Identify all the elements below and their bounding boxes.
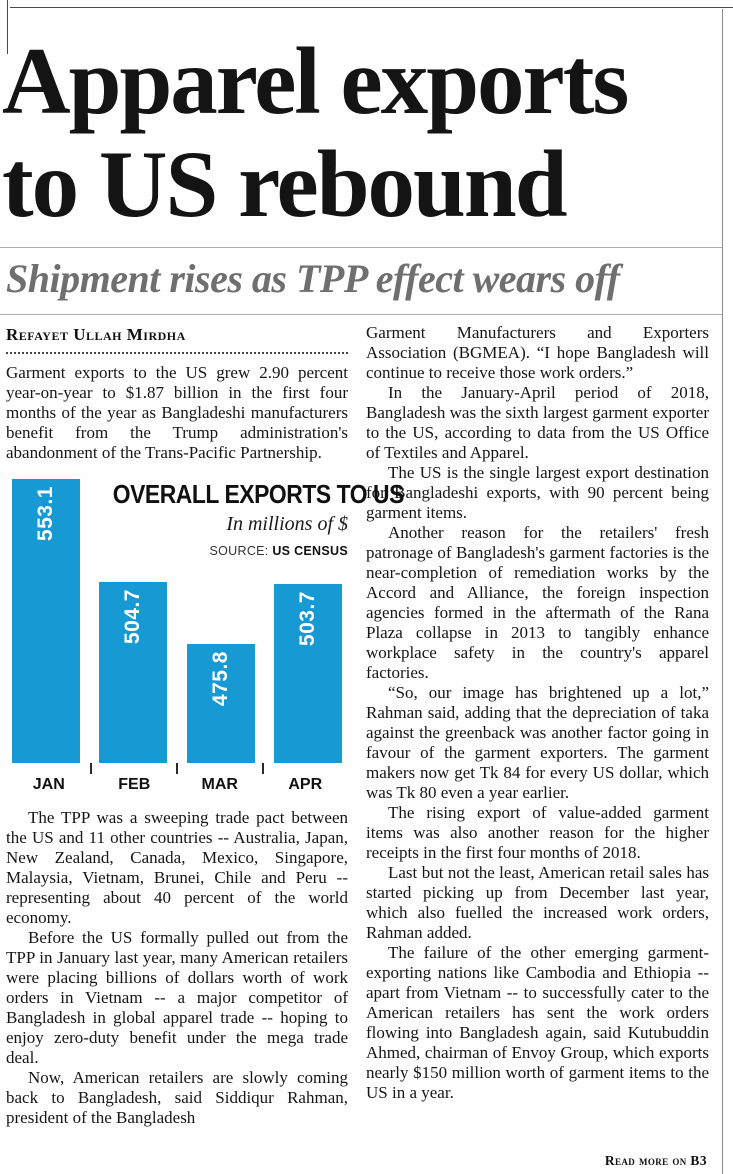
article-paragraph: Another reason for the retailers' fresh … — [366, 523, 709, 683]
exports-bar-chart: OVERALL EXPORTS TO US In millions of $ S… — [6, 479, 405, 794]
byline: Refayet Ullah Mirdha — [6, 325, 186, 345]
right-column-paragraphs: Garment Manufacturers and Exporters Asso… — [366, 323, 709, 1103]
column-divider-rule — [722, 9, 723, 1174]
article-paragraph: In the January-April period of 2018, Ban… — [366, 383, 709, 463]
chart-ticks — [6, 763, 348, 775]
axis-tick-cell — [92, 763, 178, 775]
category-label: FEB — [118, 776, 151, 794]
category-label: MAR — [201, 776, 238, 794]
left-column-paragraphs: The TPP was a sweeping trade pact betwee… — [6, 808, 348, 1128]
chart-subtitle: In millions of $ — [226, 513, 348, 536]
headline-line-2: to US rebound — [2, 130, 568, 237]
lead-paragraph: Garment exports to the US grew 2.90 perc… — [6, 363, 348, 463]
article-paragraph: “So, our image has brightened up a lot,”… — [366, 683, 709, 803]
article-paragraph: The TPP was a sweeping trade pact betwee… — [6, 808, 348, 928]
chart-plot: 553.1 504.7 475.8 503.7 — [6, 479, 348, 764]
read-more-link[interactable]: Read more on B3 — [596, 1153, 707, 1169]
byline-dotted-rule — [6, 352, 348, 355]
bar-value-label: 504.7 — [121, 589, 145, 645]
axis-tick-cell — [6, 763, 92, 775]
bar-value-label: 475.8 — [208, 651, 232, 707]
article-paragraph: Before the US formally pulled out from t… — [6, 928, 348, 1068]
subheadline-divider — [0, 314, 722, 316]
headline-line-1: Apparel exports — [2, 28, 629, 134]
axis-tick-cell — [264, 763, 348, 774]
article-paragraph: The rising export of value-added garment… — [366, 803, 709, 863]
axis-tick-cell — [178, 763, 264, 775]
chart-categories: JAN FEB MAR APR — [6, 774, 348, 794]
subheadline: Shipment rises as TPP effect wears off — [6, 256, 620, 302]
chart-source-label: SOURCE: — [209, 544, 269, 559]
chart-source-value: US CENSUS — [272, 544, 348, 559]
chart-bar: 553.1 — [12, 479, 80, 764]
category-label: JAN — [32, 776, 65, 794]
left-column: Refayet Ullah Mirdha Garment exports to … — [6, 323, 405, 1128]
category-label: APR — [288, 776, 323, 794]
chart-bar: 475.8 — [186, 644, 255, 764]
chart-header: OVERALL EXPORTS TO US In millions of $ S… — [73, 479, 405, 558]
article-paragraph: Last but not the least, American retail … — [366, 863, 709, 943]
article-paragraph: Now, American retailers are slowly comin… — [6, 1068, 348, 1128]
chart-source: SOURCE: US CENSUS — [73, 544, 348, 558]
chart-title: OVERALL EXPORTS TO US — [112, 479, 405, 510]
chart-bar: 504.7 — [99, 582, 168, 764]
article-paragraph: Garment Manufacturers and Exporters Asso… — [366, 323, 709, 383]
bar-value-label: 503.7 — [295, 591, 319, 647]
article-paragraph: The failure of the other emerging garmen… — [366, 943, 709, 1103]
page-top-rule — [10, 7, 733, 8]
headline-divider — [0, 247, 722, 249]
headline: Apparel exports to US rebound — [2, 30, 731, 235]
article-columns: Refayet Ullah Mirdha Garment exports to … — [0, 315, 733, 1128]
chart-bar: 503.7 — [273, 584, 342, 764]
right-column: Garment Manufacturers and Exporters Asso… — [366, 323, 709, 1128]
page-left-rule — [7, 0, 8, 54]
article-paragraph: The US is the single largest export dest… — [366, 463, 709, 523]
bar-value-label: 553.1 — [34, 486, 57, 542]
